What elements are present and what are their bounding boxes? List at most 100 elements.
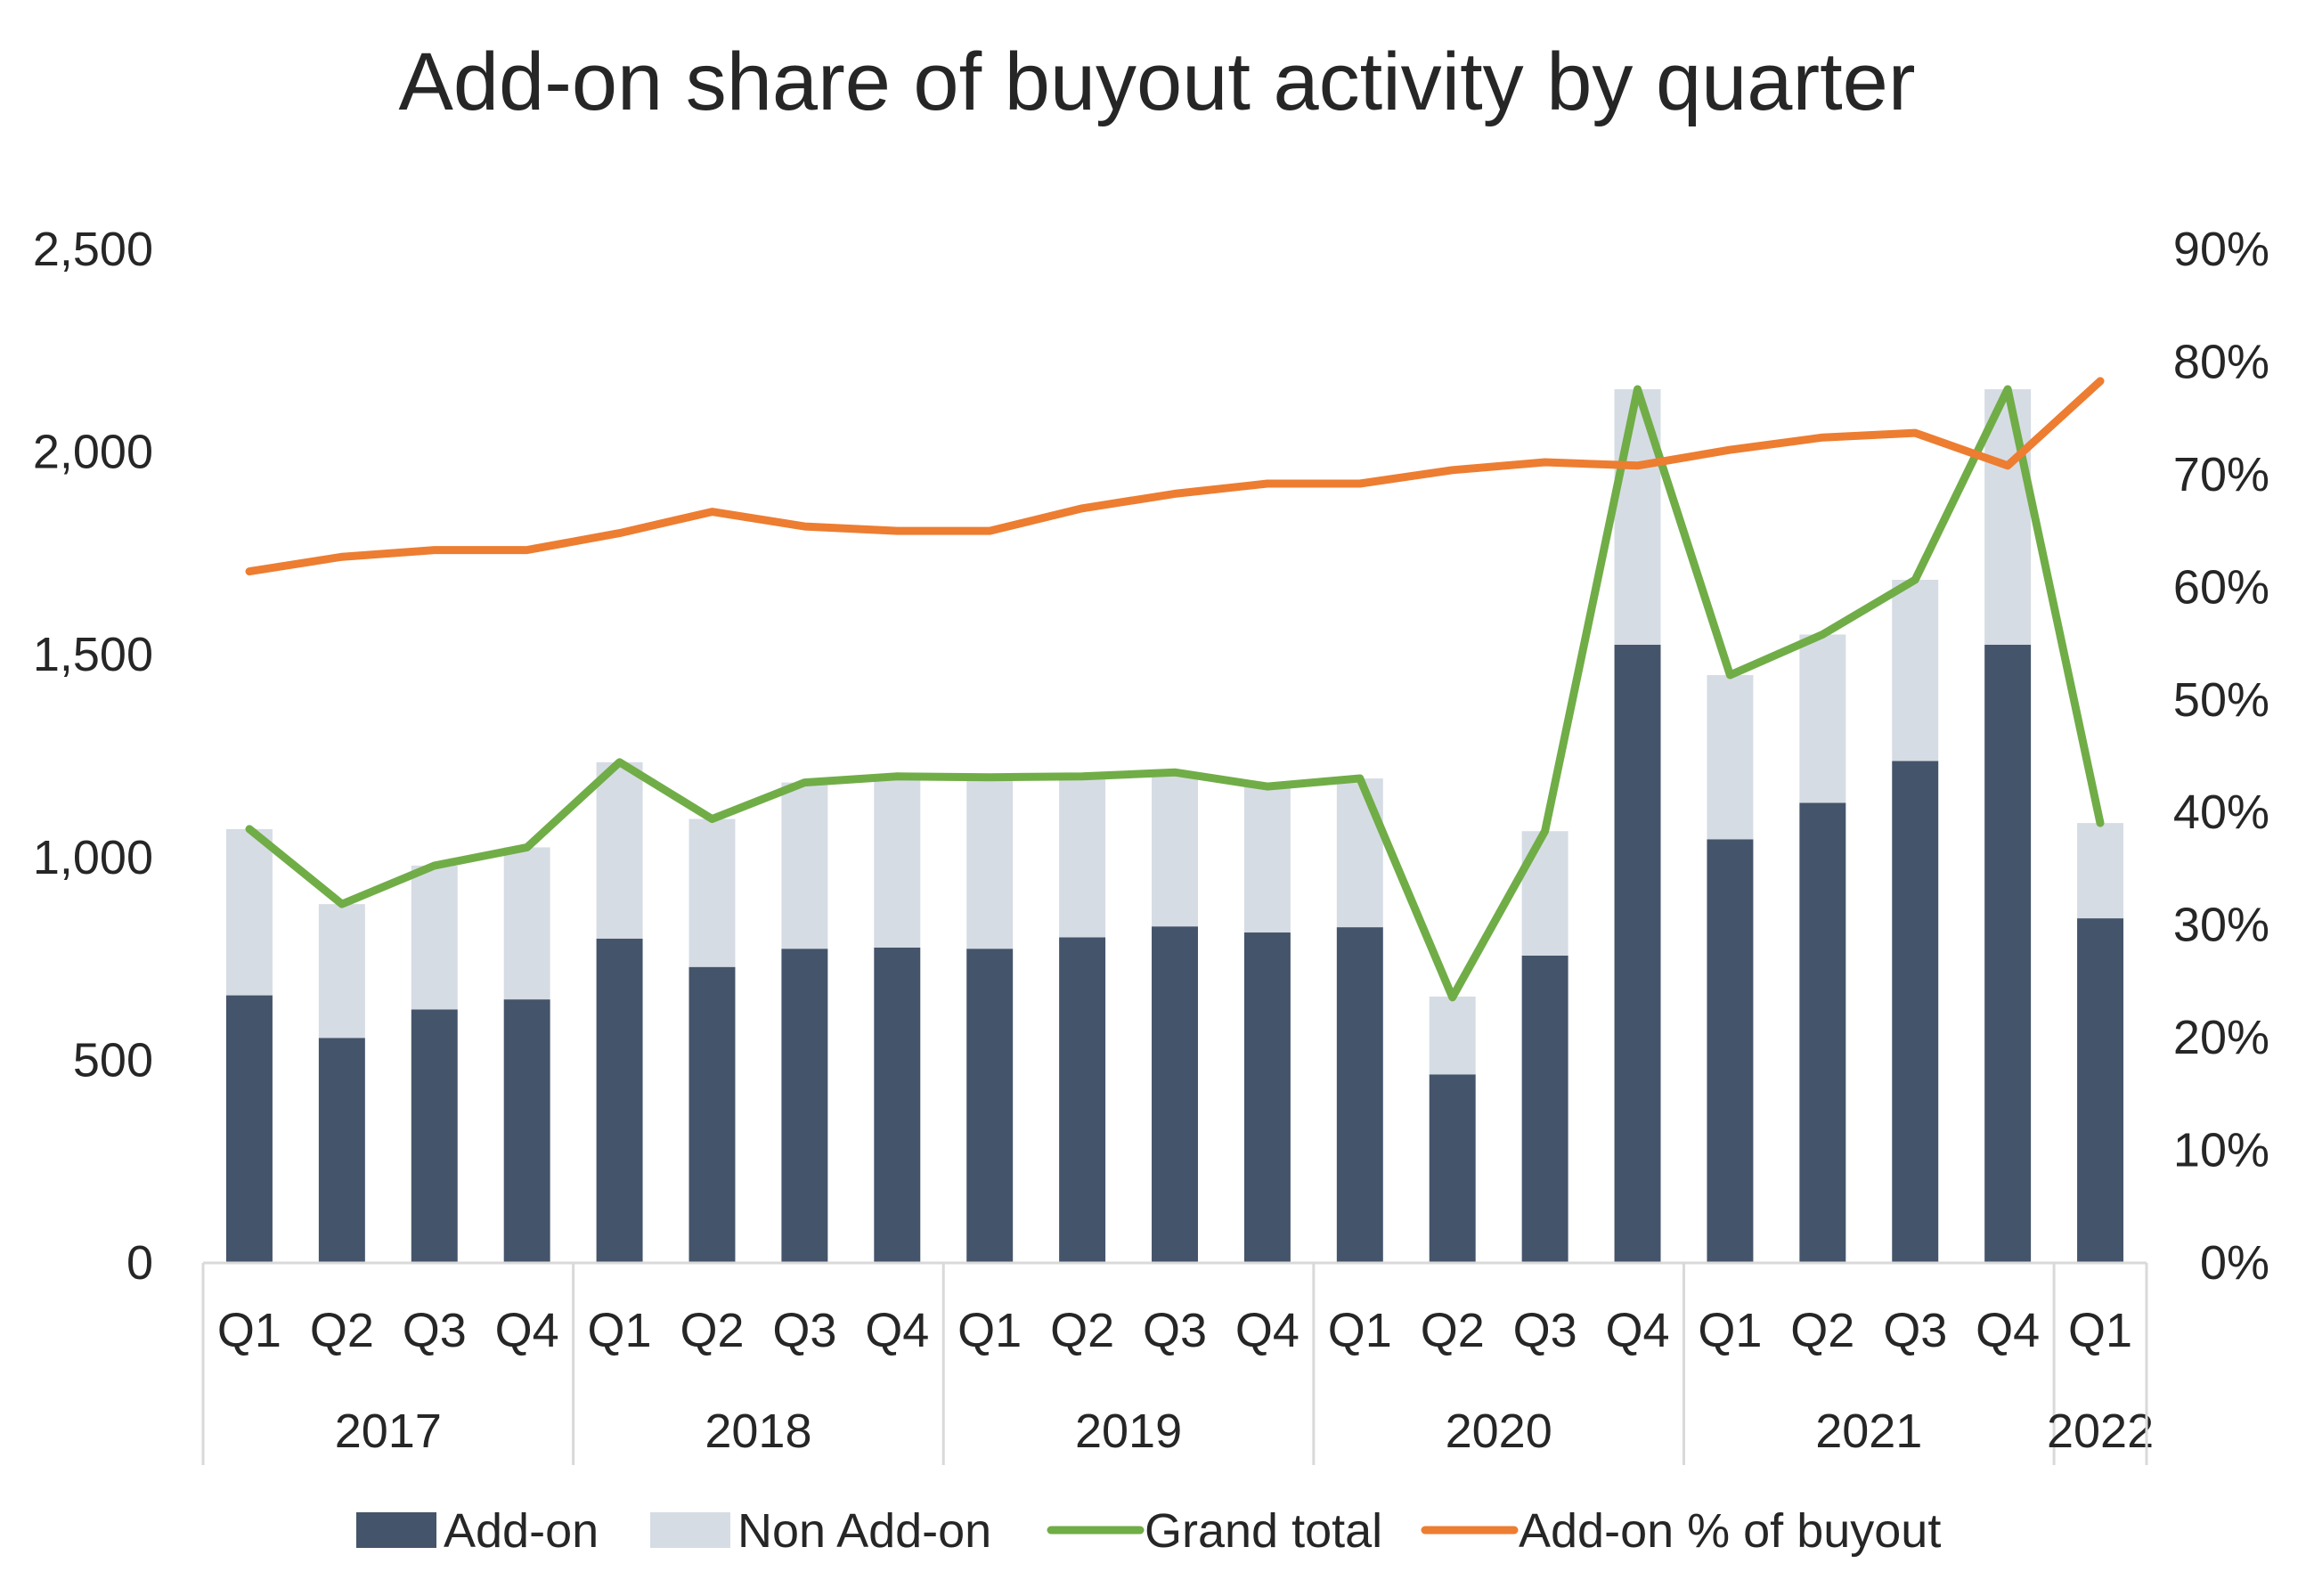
bar-non-add-on-7 [874,776,921,948]
bar-add-on-11 [1243,932,1291,1263]
bar-add-on-9 [1059,937,1106,1263]
bar-non-add-on-5 [688,818,736,967]
line-grand-total [245,385,2105,1002]
bar-add-on-10 [1152,926,1198,1263]
x-tick-label-quarter: Q2 [310,1304,374,1357]
y-tick-label: 2,500 [33,223,153,276]
bar-non-add-on-8 [966,776,1014,949]
x-tick-label-year: 2021 [1815,1405,1922,1458]
bar-add-on-19 [1984,644,2032,1263]
y2-tick-label: 90% [2173,223,2269,276]
bar-add-on-6 [781,949,828,1263]
x-tick-label-quarter: Q2 [1421,1304,1485,1357]
y2-tick-label: 10% [2173,1124,2269,1177]
bar-non-add-on-20 [2077,823,2124,919]
bar-add-on-4 [596,938,643,1263]
bar-non-add-on-3 [503,847,550,1000]
x-tick-label-quarter: Q4 [495,1304,559,1357]
bar-non-add-on-9 [1059,776,1106,938]
bar-add-on-1 [318,1038,365,1263]
legend-label: Add-on [444,1504,599,1558]
bar-non-add-on-1 [318,904,365,1038]
y2-tick-label: 0% [2200,1236,2269,1290]
y2-tick-label: 70% [2173,448,2269,501]
bar-add-on-17 [1799,802,1846,1263]
lines-layer [245,377,2105,1002]
bar-non-add-on-17 [1799,634,1846,803]
legend-item-grand-total: Grand total [1047,1504,1382,1558]
legend-swatch [356,1512,436,1548]
bar-add-on-12 [1336,927,1383,1263]
y2-tick-label: 80% [2173,335,2269,388]
y-tick-label: 500 [73,1033,153,1087]
bar-add-on-18 [1892,761,1939,1263]
x-tick-label-quarter: Q3 [772,1304,836,1357]
bar-non-add-on-16 [1707,674,1754,840]
bar-add-on-16 [1707,839,1754,1263]
x-tick-label-quarter: Q1 [1328,1304,1392,1357]
x-tick-label-quarter: Q3 [403,1304,467,1357]
bar-add-on-0 [225,995,273,1263]
x-tick-label-quarter: Q1 [1698,1304,1762,1357]
x-tick-label-quarter: Q4 [1976,1304,2040,1357]
legend-item-add-on: Add-on [356,1504,599,1558]
axes-layer: 0 500 1,000 1,500 2,000 2,500 0% 10% 20% 30% 40% 50… [33,223,2269,1465]
chart-title: Add-on share of buyout activity by quart… [398,37,1916,127]
legend-swatch [650,1512,730,1548]
bar-non-add-on-0 [225,828,273,996]
x-tick-label-year: 2019 [1075,1405,1182,1458]
bar-non-add-on-4 [596,761,643,939]
bar-non-add-on-13 [1429,996,1476,1075]
legend-label: Add-on % of buyout [1519,1504,1941,1558]
legend-label: Non Add-on [737,1504,991,1558]
x-tick-label-quarter: Q4 [865,1304,929,1357]
bar-add-on-3 [503,999,550,1263]
bar-non-add-on-10 [1152,772,1198,927]
y2-tick-label: 40% [2173,786,2269,839]
x-tick-label-quarter: Q3 [1883,1304,1947,1357]
y-tick-label: 1,500 [33,628,153,681]
bar-non-add-on-12 [1336,778,1383,928]
x-tick-label-quarter: Q2 [1790,1304,1854,1357]
x-tick-label-year: 2022 [2047,1405,2154,1458]
x-tick-label-year: 2017 [335,1405,442,1458]
legend-item-add-on-pct-of-buyout: Add-on % of buyout [1421,1504,1941,1558]
y-tick-label: 2,000 [33,426,153,479]
legend-label: Grand total [1145,1504,1382,1558]
bar-add-on-5 [688,966,736,1263]
line-add-on-pct-of-buyout [245,377,2105,576]
bar-add-on-14 [1521,955,1568,1263]
legend-item-non-add-on: Non Add-on [650,1504,991,1558]
bar-non-add-on-11 [1243,786,1291,933]
x-tick-label-quarter: Q2 [1050,1304,1114,1357]
bar-add-on-8 [966,949,1014,1263]
bar-add-on-7 [874,947,921,1263]
bar-add-on-15 [1614,644,1661,1263]
x-tick-label-quarter: Q2 [680,1304,744,1357]
bars-layer [225,389,2124,1263]
x-tick-label-quarter: Q1 [588,1304,652,1357]
bar-add-on-2 [411,1009,458,1263]
bar-non-add-on-18 [1892,579,1939,761]
x-tick-label-quarter: Q4 [1235,1304,1300,1357]
x-tick-label-quarter: Q1 [217,1304,281,1357]
y-tick-label: 0 [126,1236,153,1290]
y2-tick-label: 50% [2173,673,2269,727]
y2-tick-label: 20% [2173,1011,2269,1064]
bar-non-add-on-19 [1984,389,2032,645]
legend: Add-on Non Add-on Grand total Add-on % of b… [356,1504,1941,1558]
x-tick-label-quarter: Q1 [2068,1304,2132,1357]
y-tick-label: 1,000 [33,831,153,884]
x-tick-label-year: 2018 [705,1405,811,1458]
x-tick-label-quarter: Q4 [1606,1304,1670,1357]
x-tick-label-quarter: Q3 [1513,1304,1577,1357]
x-tick-label-year: 2020 [1446,1405,1552,1458]
y2-tick-label: 30% [2173,899,2269,952]
bar-non-add-on-2 [411,865,458,1010]
bar-add-on-13 [1429,1074,1476,1263]
bar-add-on-20 [2077,918,2124,1263]
bar-non-add-on-6 [781,782,828,949]
x-tick-label-quarter: Q1 [957,1304,1022,1357]
